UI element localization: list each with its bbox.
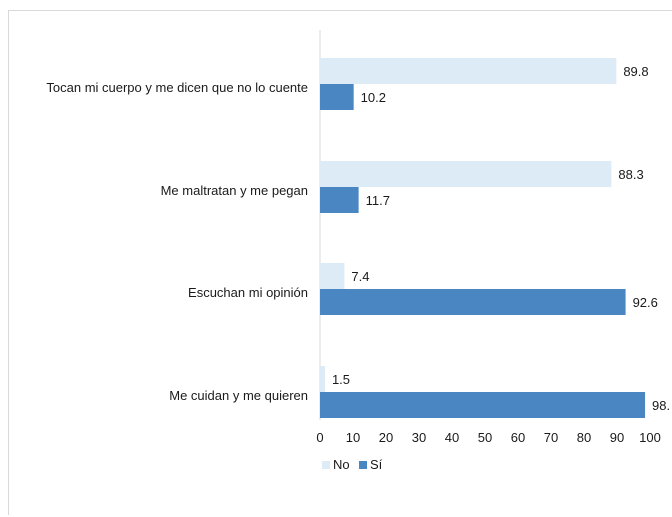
legend-entry: Sí [370,457,383,472]
category-label: Escuchan mi opinión [188,285,308,300]
data-label: 10.2 [361,90,386,105]
x-tick-label: 50 [478,430,492,445]
bar-no [320,263,344,289]
legend-swatch [359,461,367,469]
x-tick-label: 30 [412,430,426,445]
data-label: 89.8 [623,64,648,79]
bar-no [320,161,611,187]
bar-si [320,392,645,418]
legend-swatch [322,461,330,469]
data-label: 92.6 [633,295,658,310]
category-label: Me maltratan y me pegan [161,183,308,198]
category-label: Me cuidan y me quieren [169,388,308,403]
x-tick-label: 10 [346,430,360,445]
category-label: Tocan mi cuerpo y me dicen que no lo cue… [46,80,308,95]
x-tick-label: 100 [639,430,661,445]
legend-entry: No [333,457,350,472]
data-label: 88.3 [618,167,643,182]
bar-si [320,84,354,110]
x-tick-label: 20 [379,430,393,445]
bar-no [320,366,325,392]
data-label: 11.7 [366,193,390,208]
x-tick-label: 0 [316,430,323,445]
x-tick-label: 80 [577,430,591,445]
bar-si [320,187,359,213]
data-label: 98. [652,398,670,413]
data-label: 7.4 [351,269,369,284]
x-tick-label: 70 [544,430,558,445]
x-tick-label: 90 [610,430,624,445]
bar-no [320,58,616,84]
x-tick-label: 60 [511,430,525,445]
data-label: 1.5 [332,372,350,387]
x-tick-label: 40 [445,430,459,445]
bar-si [320,289,626,315]
